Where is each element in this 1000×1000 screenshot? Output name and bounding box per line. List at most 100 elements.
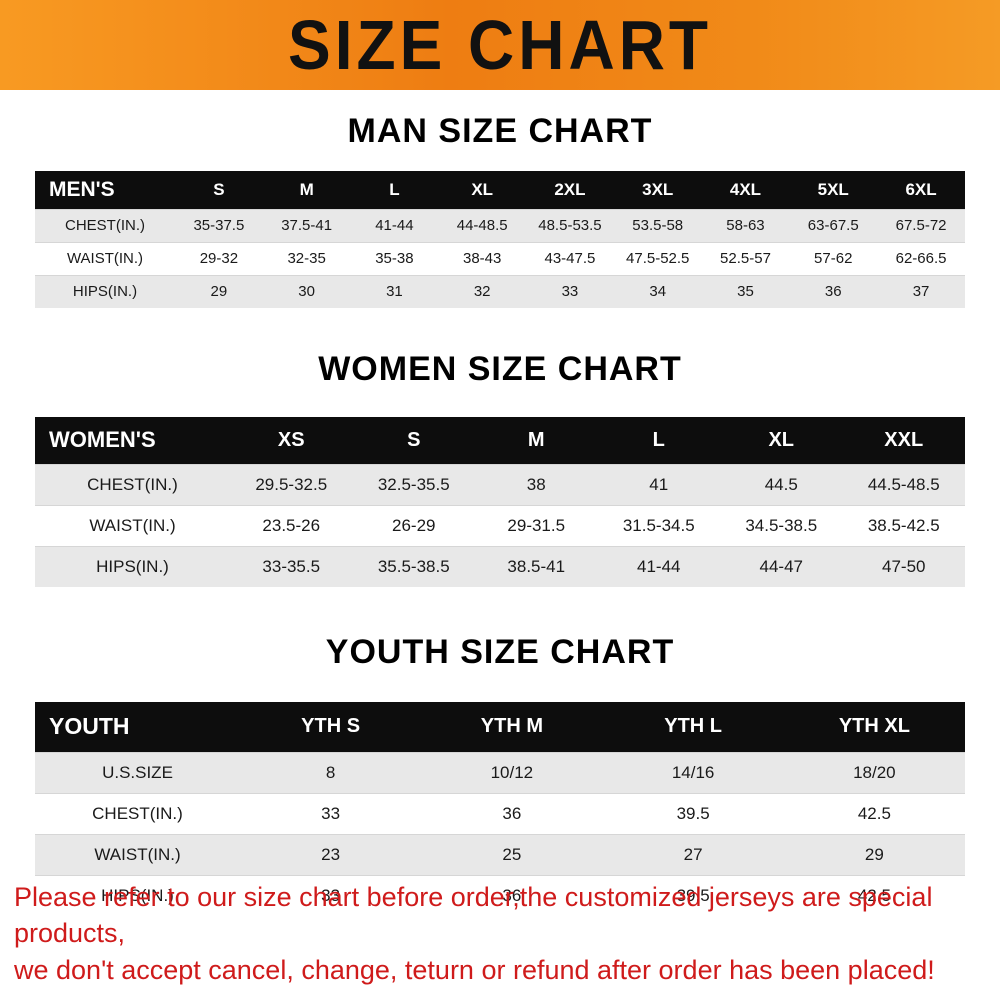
table-row: WAIST(IN.) 23 25 27 29 [35, 833, 965, 875]
page-title: SIZE CHART [288, 6, 712, 84]
table-cell: 29 [175, 274, 263, 308]
table-cell: 8 [240, 751, 422, 793]
man-size-table: MEN'S S M L XL 2XL 3XL 4XL 5XL 6XL CHEST(IN.) 35-37… [35, 171, 965, 308]
row-label: HIPS(IN.) [35, 545, 230, 587]
table-cell: 32-35 [262, 241, 351, 275]
table-cell: 38.5-42.5 [842, 504, 965, 546]
table-title-cell: YOUTH [35, 702, 240, 752]
table-cell: 47-50 [842, 545, 965, 587]
table-cell: 67.5-72 [877, 208, 965, 242]
table-cell: 44-48.5 [438, 208, 527, 242]
table-cell: 35-37.5 [175, 208, 263, 242]
table-title-cell: WOMEN'S [35, 417, 230, 464]
column-header: S [352, 417, 475, 464]
table-cell: 29.5-32.5 [230, 463, 353, 505]
column-header: S [175, 171, 263, 209]
table-cell: 62-66.5 [877, 241, 965, 275]
table-cell: 29-32 [175, 241, 263, 275]
table-cell: 27 [602, 833, 784, 875]
table-cell: 38 [475, 463, 598, 505]
table-cell: 38-43 [438, 241, 527, 275]
table-cell: 36 [421, 874, 603, 916]
column-header: M [262, 171, 351, 209]
row-label: U.S.SIZE [35, 751, 240, 793]
row-label: CHEST(IN.) [35, 792, 240, 834]
table-cell: 44-47 [720, 545, 843, 587]
column-header: YTH M [421, 702, 603, 752]
column-header: 3XL [613, 171, 702, 209]
column-header: 2XL [526, 171, 614, 209]
table-cell: 33-35.5 [230, 545, 353, 587]
table-cell: 29 [783, 833, 965, 875]
table-title-cell: MEN'S [35, 171, 175, 209]
table-row: HIPS(IN.) 33 36 39.5 42.5 [35, 874, 965, 916]
title-banner: SIZE CHART [0, 0, 1000, 90]
table-cell: 37.5-41 [262, 208, 351, 242]
row-label: WAIST(IN.) [35, 833, 240, 875]
table-cell: 34.5-38.5 [720, 504, 843, 546]
row-label: HIPS(IN.) [35, 274, 175, 308]
women-size-table: WOMEN'S XS S M L XL XXL CHEST(IN.) 29.5-32.5 32.5… [35, 417, 965, 587]
table-cell: 42.5 [783, 874, 965, 916]
table-cell: 23 [240, 833, 422, 875]
row-label: CHEST(IN.) [35, 208, 175, 242]
table-cell: 35-38 [350, 241, 439, 275]
column-header: YTH XL [783, 702, 965, 752]
table-row: CHEST(IN.) 35-37.5 37.5-41 41-44 44-48.5 48.5… [35, 208, 965, 242]
table-cell: 39.5 [602, 874, 784, 916]
column-header: XS [230, 417, 353, 464]
row-label: HIPS(IN.) [35, 874, 240, 916]
table-cell: 52.5-57 [701, 241, 790, 275]
table-cell: 57-62 [789, 241, 878, 275]
table-cell: 37 [877, 274, 965, 308]
table-cell: 29-31.5 [475, 504, 598, 546]
table-cell: 14/16 [602, 751, 784, 793]
table-cell: 30 [262, 274, 351, 308]
table-row: WAIST(IN.) 29-32 32-35 35-38 38-43 43-47.5 47.… [35, 241, 965, 275]
table-cell: 25 [421, 833, 603, 875]
table-cell: 35 [701, 274, 790, 308]
table-cell: 41-44 [350, 208, 439, 242]
table-cell: 36 [789, 274, 878, 308]
table-cell: 44.5-48.5 [842, 463, 965, 505]
table-cell: 53.5-58 [613, 208, 702, 242]
disclaimer-line-1: Please refer to our size chart before or… [14, 881, 933, 949]
women-section-heading: WOMEN SIZE CHART [318, 350, 682, 388]
table-cell: 38.5-41 [475, 545, 598, 587]
table-cell: 31.5-34.5 [597, 504, 720, 546]
table-row: CHEST(IN.) 29.5-32.5 32.5-35.5 38 41 44.5 44.5… [35, 463, 965, 505]
column-header: XL [438, 171, 527, 209]
table-header-row: MEN'S S M L XL 2XL 3XL 4XL 5XL 6XL [35, 171, 965, 209]
disclaimer-line-2: we don't accept cancel, change, teturn o… [14, 954, 935, 985]
column-header: YTH S [240, 702, 422, 752]
table-header-row: YOUTH YTH S YTH M YTH L YTH XL [35, 702, 965, 752]
column-header: 4XL [701, 171, 790, 209]
table-cell: 23.5-26 [230, 504, 353, 546]
table-cell: 33 [240, 874, 422, 916]
table-cell: 42.5 [783, 792, 965, 834]
table-cell: 41-44 [597, 545, 720, 587]
table-cell: 39.5 [602, 792, 784, 834]
youth-section-heading: YOUTH SIZE CHART [325, 633, 675, 671]
column-header: XL [720, 417, 843, 464]
table-cell: 32 [438, 274, 527, 308]
table-cell: 26-29 [352, 504, 475, 546]
table-cell: 48.5-53.5 [526, 208, 614, 242]
table-cell: 35.5-38.5 [352, 545, 475, 587]
table-row: HIPS(IN.) 29 30 31 32 33 34 35 36 37 [35, 274, 965, 308]
column-header: YTH L [602, 702, 784, 752]
table-cell: 58-63 [701, 208, 790, 242]
table-cell: 63-67.5 [789, 208, 878, 242]
table-cell: 33 [526, 274, 614, 308]
column-header: M [475, 417, 598, 464]
row-label: WAIST(IN.) [35, 504, 230, 546]
column-header: 5XL [789, 171, 878, 209]
table-row: U.S.SIZE 8 10/12 14/16 18/20 [35, 751, 965, 793]
disclaimer-note: Please refer to our size chart before or… [14, 879, 990, 988]
table-row: WAIST(IN.) 23.5-26 26-29 29-31.5 31.5-34.5 34… [35, 504, 965, 546]
table-cell: 44.5 [720, 463, 843, 505]
table-cell: 47.5-52.5 [613, 241, 702, 275]
man-section-heading: MAN SIZE CHART [347, 112, 653, 150]
column-header: L [350, 171, 439, 209]
